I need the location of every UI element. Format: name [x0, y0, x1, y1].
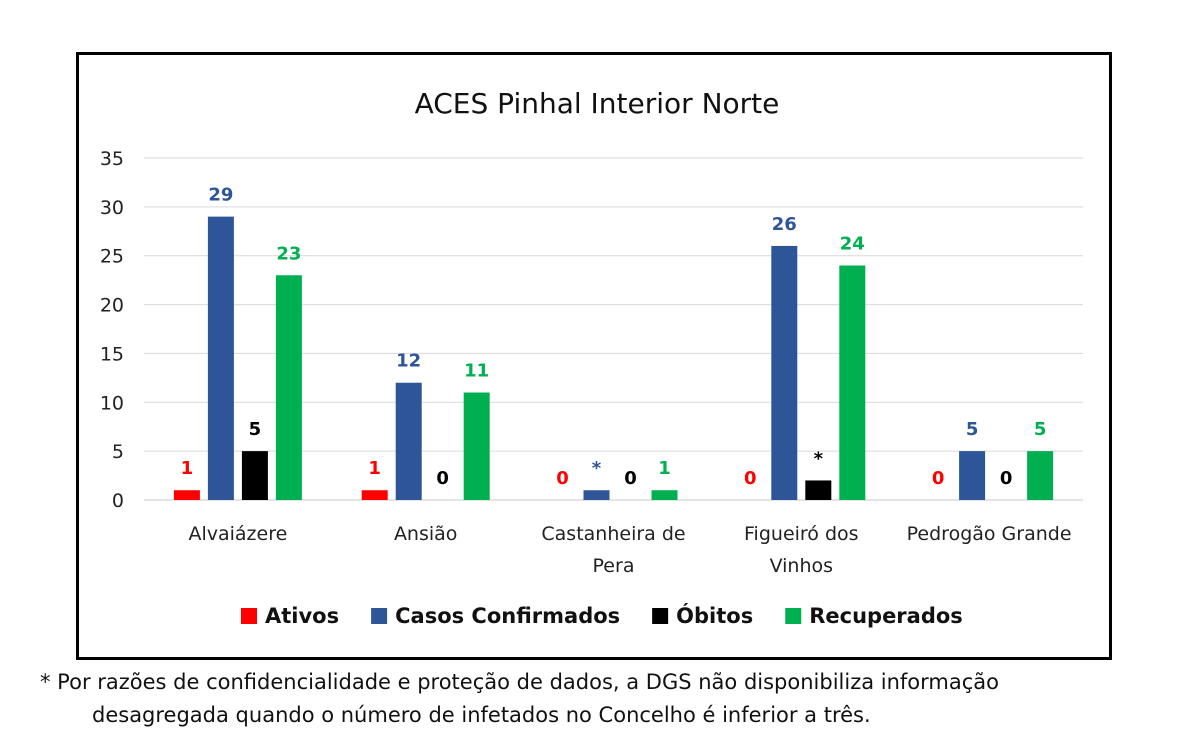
legend-swatch [785, 608, 802, 624]
data-label: * [592, 458, 602, 479]
y-tick-label: 10 [100, 392, 124, 414]
x-tick-label: Castanheira de [541, 523, 685, 545]
data-label: 11 [464, 361, 489, 382]
x-tick-label: Pera [593, 555, 635, 577]
bar [275, 275, 302, 500]
data-label: 5 [966, 419, 979, 440]
bar [805, 480, 832, 500]
legend-label: Óbitos [676, 603, 753, 628]
data-label: 0 [436, 468, 449, 489]
data-label: 24 [840, 233, 865, 254]
legend-label: Casos Confirmados [395, 604, 620, 628]
footnote-line-1: * Por razões de confidencialidade e prot… [40, 670, 1000, 694]
y-tick-label: 5 [112, 441, 124, 463]
data-label: 0 [1000, 468, 1013, 489]
data-label: 1 [181, 458, 194, 479]
x-axis-labels: Alvaiázere Ansião Castanheira de Pera Figuei… [188, 523, 1071, 577]
bar [395, 382, 422, 500]
legend-swatch [371, 608, 388, 624]
x-tick-label: Pedrogão Grande [907, 523, 1072, 545]
footnote-line-2: desagregada quando o número de infetados… [92, 703, 871, 727]
data-label: 5 [1034, 419, 1047, 440]
y-tick-label: 35 [100, 148, 124, 170]
bar [241, 451, 268, 500]
bar [463, 392, 490, 500]
legend-label: Recuperados [809, 604, 963, 628]
y-tick-label: 20 [100, 295, 124, 317]
bar [207, 216, 234, 500]
bar-chart: ACES Pinhal Interior Norte 0510152025303… [100, 87, 1083, 628]
y-axis-ticks: 0 5 10 15 20 25 30 35 [100, 148, 124, 512]
bar [959, 451, 986, 500]
data-label: 12 [396, 351, 421, 372]
legend-swatch [241, 608, 257, 624]
bar [583, 490, 610, 500]
bar [651, 490, 678, 500]
data-label: 5 [249, 419, 262, 440]
data-label: 26 [772, 214, 797, 235]
bar [771, 245, 798, 500]
y-tick-label: 0 [112, 490, 124, 512]
bars [173, 216, 1054, 500]
bar [361, 490, 388, 500]
chart-title: ACES Pinhal Interior Norte [415, 87, 780, 120]
y-tick-label: 15 [100, 343, 124, 365]
data-label: 0 [744, 468, 757, 489]
x-tick-label: Ansião [394, 523, 458, 545]
y-tick-label: 30 [100, 197, 124, 219]
legend-swatch [652, 608, 669, 624]
x-tick-label: Vinhos [770, 555, 833, 577]
data-label: 0 [932, 468, 945, 489]
data-label: * [814, 448, 824, 469]
bar [839, 265, 866, 500]
data-label: 0 [556, 468, 569, 489]
data-label: 0 [624, 468, 637, 489]
bar [1027, 451, 1054, 500]
data-label: 1 [368, 458, 381, 479]
x-tick-label: Alvaiázere [188, 523, 287, 545]
legend: Ativos Casos Confirmados Óbitos Recuperados [241, 603, 963, 628]
data-label: 1 [658, 458, 671, 479]
chart-frame: ACES Pinhal Interior Norte 0 5 10 15 20 25 30 3… [76, 52, 1112, 660]
y-tick-label: 25 [100, 246, 124, 268]
x-tick-label: Figueiró dos [744, 523, 859, 545]
bar [173, 490, 200, 500]
data-label: 23 [276, 243, 301, 264]
data-label: 29 [208, 185, 233, 206]
legend-label: Ativos [265, 604, 339, 628]
